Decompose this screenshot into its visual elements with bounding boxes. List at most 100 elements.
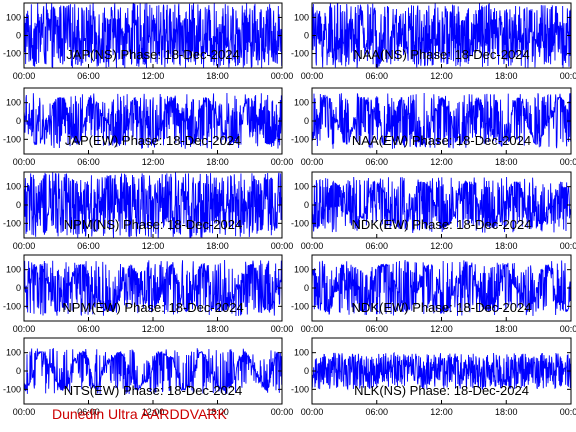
x-tick-label: 18:00	[495, 407, 518, 417]
x-tick-label: 06:00	[365, 407, 388, 417]
y-tick-label: 100	[294, 12, 309, 22]
panel-4: 100 0 -100 00:00 06:00 12:00 18:00 00:00 NAA(EW)…	[291, 87, 576, 167]
panel-8: 100 0 -100 00:00 06:00 12:00 18:00 00:00 NDK(EW)…	[291, 254, 576, 334]
panel-1: 100 0 -100 00:00 06:00 12:00 18:00 00:00 JAP(NS)…	[3, 2, 294, 81]
x-tick-label: 00:00	[560, 71, 576, 81]
phase-trace	[312, 176, 571, 233]
x-tick-label: 18:00	[206, 324, 229, 334]
x-tick-label: 12:00	[142, 324, 165, 334]
y-tick-label: -100	[291, 301, 309, 311]
x-tick-label: 00:00	[271, 241, 294, 251]
x-tick-label: 12:00	[142, 157, 165, 167]
y-tick-label: 100	[294, 182, 309, 192]
x-tick-label: 00:00	[271, 407, 294, 417]
y-tick-label: 100	[294, 348, 309, 358]
x-tick-label: 00:00	[560, 241, 576, 251]
y-tick-label: -100	[3, 301, 21, 311]
y-tick-label: -100	[291, 134, 309, 144]
phase-trace	[24, 259, 282, 317]
x-tick-label: 18:00	[495, 241, 518, 251]
phase-trace	[312, 93, 571, 149]
x-tick-label: 00:00	[271, 324, 294, 334]
x-tick-label: 12:00	[430, 71, 453, 81]
x-tick-label: 06:00	[365, 324, 388, 334]
y-tick-label: -100	[291, 218, 309, 228]
panel-title: NPM(NS) Phase: 18-Dec-2024	[64, 217, 242, 232]
y-tick-label: 100	[294, 98, 309, 108]
panel-title: JAP(NS) Phase: 18-Dec-2024	[66, 47, 239, 62]
footer-label: Dunedin Ultra AARDDVARK	[52, 406, 227, 422]
panel-2: 100 0 -100 00:00 06:00 12:00 18:00 00:00 NAA(NS)…	[291, 2, 576, 81]
panel-3: 100 0 -100 00:00 06:00 12:00 18:00 00:00 JAP(EW)…	[3, 87, 294, 167]
x-tick-label: 00:00	[301, 324, 324, 334]
y-tick-label: -100	[291, 49, 309, 59]
x-tick-label: 00:00	[271, 71, 294, 81]
x-tick-label: 00:00	[301, 157, 324, 167]
y-tick-label: 100	[6, 348, 21, 358]
panel-title: NDK(EW) Phase: 18-Dec-2024	[352, 217, 532, 232]
y-tick-label: 0	[304, 283, 309, 293]
x-tick-label: 00:00	[301, 407, 324, 417]
panel-title: NLK(NS) Phase: 18-Dec-2024	[354, 383, 529, 398]
y-tick-label: -100	[3, 218, 21, 228]
panel-title: NTS(EW) Phase: 18-Dec-2024	[64, 383, 242, 398]
panel-title: NAA(EW) Phase: 18-Dec-2024	[352, 133, 531, 148]
panel-title: NAA(NS) Phase: 18-Dec-2024	[353, 47, 529, 62]
x-tick-label: 00:00	[560, 407, 576, 417]
x-tick-label: 18:00	[206, 407, 229, 417]
x-tick-label: 12:00	[430, 241, 453, 251]
y-tick-label: 100	[6, 98, 21, 108]
x-tick-label: 06:00	[77, 157, 100, 167]
y-tick-label: 0	[16, 31, 21, 41]
x-tick-label: 18:00	[206, 157, 229, 167]
phase-trace	[24, 3, 282, 68]
x-tick-label: 00:00	[13, 71, 36, 81]
x-tick-label: 06:00	[365, 241, 388, 251]
panel-9: 100 0 -100 00:00 06:00 12:00 18:00 00:00 NTS(EW)…	[3, 337, 294, 417]
panel-10: 100 0 -100 00:00 06:00 12:00 18:00 00:00 NLK(NS)…	[291, 337, 576, 417]
x-tick-label: 18:00	[206, 241, 229, 251]
y-tick-label: -100	[3, 49, 21, 59]
panel-6: 100 0 -100 00:00 06:00 12:00 18:00 00:00 NDK(EW)…	[291, 171, 576, 251]
phase-trace	[24, 348, 282, 395]
x-tick-label: 00:00	[301, 71, 324, 81]
y-tick-label: 0	[304, 200, 309, 210]
x-tick-label: 06:00	[365, 71, 388, 81]
x-tick-label: 12:00	[142, 407, 165, 417]
panel-5: 100 0 -100 00:00 06:00 12:00 18:00 00:00 NPM(NS)…	[3, 171, 294, 251]
y-tick-label: 0	[16, 200, 21, 210]
phase-trace	[312, 3, 571, 68]
x-tick-label: 06:00	[77, 71, 100, 81]
panel-title: NDK(EW) Phase: 18-Dec-2024	[352, 300, 532, 315]
y-tick-label: 0	[304, 116, 309, 126]
y-tick-label: 100	[294, 265, 309, 275]
x-tick-label: 00:00	[13, 241, 36, 251]
x-tick-label: 00:00	[13, 324, 36, 334]
y-tick-label: 0	[16, 116, 21, 126]
y-tick-label: 0	[304, 31, 309, 41]
x-tick-label: 00:00	[271, 157, 294, 167]
y-tick-label: 0	[304, 366, 309, 376]
x-tick-label: 00:00	[301, 241, 324, 251]
y-tick-label: 100	[6, 182, 21, 192]
phase-trace	[24, 172, 282, 238]
x-tick-label: 00:00	[560, 157, 576, 167]
x-tick-label: 12:00	[430, 157, 453, 167]
y-tick-label: -100	[3, 384, 21, 394]
y-tick-label: 0	[16, 283, 21, 293]
x-tick-label: 18:00	[206, 71, 229, 81]
x-tick-label: 18:00	[495, 71, 518, 81]
y-tick-label: -100	[291, 384, 309, 394]
phase-trace	[312, 351, 571, 391]
y-tick-label: 0	[16, 366, 21, 376]
phase-trace	[312, 259, 571, 316]
x-tick-label: 18:00	[495, 157, 518, 167]
x-tick-label: 06:00	[77, 241, 100, 251]
panels-group: 100 0 -100 00:00 06:00 12:00 18:00 00:00 JAP(NS)…	[3, 2, 576, 417]
x-tick-label: 00:00	[560, 324, 576, 334]
x-tick-label: 06:00	[77, 407, 100, 417]
phase-trace	[24, 92, 282, 149]
x-tick-label: 00:00	[13, 407, 36, 417]
y-tick-label: 100	[6, 12, 21, 22]
